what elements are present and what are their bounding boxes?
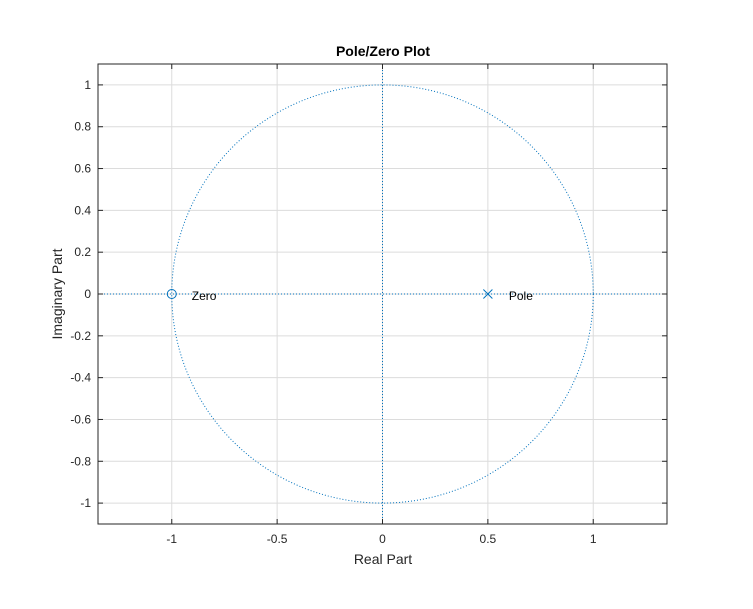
x-tick-label: 0.5: [480, 532, 497, 546]
y-tick-label: 0: [84, 287, 91, 301]
y-tick-label: 0.8: [74, 120, 91, 134]
zero-marker: [166, 289, 177, 299]
y-ticks: 1 0.8 0.6 0.4 0.2 0 -0.2 -0.4 -0.6 -0.8 -1: [70, 78, 667, 510]
x-tick-label: 0: [379, 532, 386, 546]
y-tick-label: -1: [80, 496, 91, 510]
y-tick-label: -0.8: [70, 454, 91, 468]
x-tick-label: -1: [166, 532, 177, 546]
pole-marker-stroke: [483, 289, 493, 299]
y-tick-label: -0.4: [70, 371, 91, 385]
y-tick-label: 0.2: [74, 245, 91, 259]
chart-title: Pole/Zero Plot: [336, 43, 430, 59]
pole-annotation: Pole: [509, 289, 533, 303]
markers: Zero Pole: [166, 289, 533, 303]
pole-marker: [483, 289, 493, 299]
x-axis-label: Real Part: [354, 551, 412, 567]
x-ticks: -1 -0.5 0 0.5 1: [166, 64, 597, 546]
y-tick-label: 0.4: [74, 203, 91, 217]
y-tick-label: 1: [84, 78, 91, 92]
y-tick-label: 0.6: [74, 162, 91, 176]
reference-axes: [98, 64, 667, 524]
zero-annotation: Zero: [192, 289, 217, 303]
y-tick-label: -0.6: [70, 412, 91, 426]
y-axis-label: Imaginary Part: [49, 248, 65, 339]
y-tick-label: -0.2: [70, 329, 91, 343]
x-tick-label: -0.5: [267, 532, 288, 546]
x-tick-label: 1: [590, 532, 597, 546]
